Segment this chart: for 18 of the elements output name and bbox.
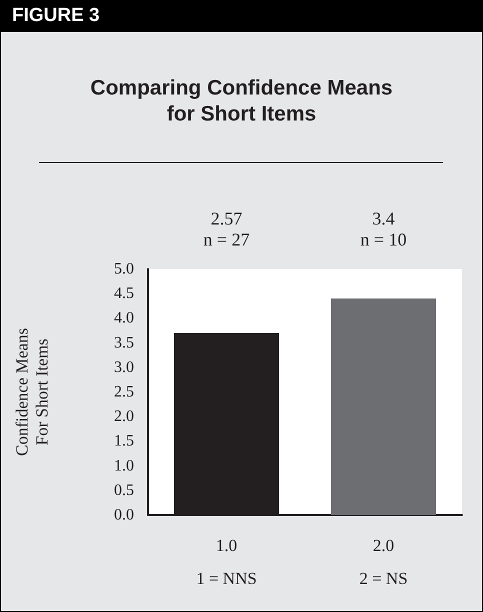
- chart-title: Comparing Confidence Means for Short Items: [90, 76, 393, 126]
- y-tick-label: 3.0: [114, 358, 134, 376]
- x-tick-label: 1.0 1 = NNS: [196, 536, 257, 588]
- y-tick-label: 1.0: [114, 457, 134, 474]
- y-tick-label: 0.0: [114, 506, 134, 524]
- y-tick-label: 2.5: [114, 384, 134, 400]
- y-tick-label: 1.5: [114, 432, 134, 450]
- y-tick-label: 4.0: [114, 310, 134, 327]
- x-tick-label: 2.0 2 = NS: [359, 536, 408, 588]
- text: 3.4 n = 10: [360, 208, 407, 250]
- y-tick-label: 0.5: [114, 482, 134, 499]
- y-tick-label: 3.5: [114, 334, 134, 352]
- y-axis-title: Confidence Means For Short Items: [12, 328, 52, 456]
- text: 2.57 n = 27: [203, 208, 250, 250]
- y-tick-label: 5.0: [114, 260, 134, 278]
- caption: FIGURE 3: [12, 5, 100, 26]
- y-tick-label: 2.0: [114, 408, 134, 426]
- y-tick-label: 4.5: [114, 285, 134, 302]
